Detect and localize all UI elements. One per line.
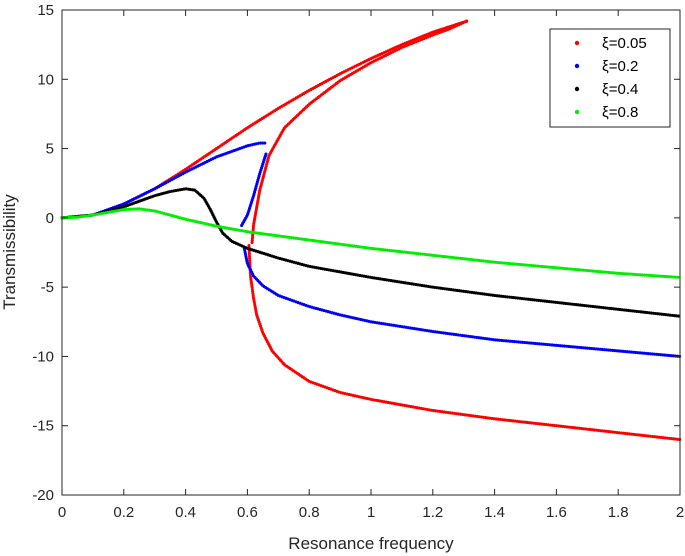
legend-item: ξ=0.05: [574, 35, 647, 52]
x-axis-title: Resonance frequency: [288, 534, 454, 553]
series-3: [60, 207, 680, 279]
x-tick-label: 0.8: [299, 504, 320, 521]
x-tick-label: 1: [367, 504, 375, 521]
data-point: [676, 314, 681, 318]
y-axis-ticks: 15 10 5 0 -5 -10 -15 -20: [32, 2, 680, 504]
series-0-branch-2: [247, 244, 682, 442]
legend: ξ=0.05 ξ=0.2 ξ=0.4 ξ=0.8: [549, 28, 671, 128]
legend-label: ξ=0.05: [602, 35, 647, 52]
x-axis-ticks: 0 0.2 0.4 0.6 0.8 1 1.2 1.4 1.6 1.8 2: [58, 10, 684, 521]
y-tick-label: 15: [37, 2, 54, 19]
series-3-branch-0: [60, 207, 680, 279]
legend-marker: [574, 86, 580, 92]
y-tick-label: 5: [46, 141, 54, 158]
data-point: [250, 241, 254, 245]
y-tick-label: -10: [32, 348, 54, 365]
data-point: [676, 275, 680, 279]
data-point: [240, 223, 244, 227]
y-tick-label: 0: [46, 210, 54, 227]
legend-item: ξ=0.2: [574, 58, 638, 75]
x-tick-label: 1.2: [422, 504, 443, 521]
x-tick-label: 1.8: [608, 504, 629, 521]
y-tick-label: -5: [41, 279, 54, 296]
y-axis-title: Transmissibility: [0, 194, 19, 310]
data-point: [263, 141, 267, 145]
legend-item: ξ=0.8: [574, 104, 638, 121]
x-tick-label: 2: [676, 504, 684, 521]
series-1-branch-1: [240, 152, 268, 227]
x-tick-label: 0: [58, 504, 66, 521]
legend-label: ξ=0.8: [602, 104, 638, 121]
y-tick-label: 10: [37, 71, 54, 88]
x-tick-label: 0.2: [113, 504, 134, 521]
x-tick-label: 0.6: [237, 504, 258, 521]
legend-marker: [574, 63, 580, 69]
legend-label: ξ=0.2: [602, 58, 638, 75]
legend-box: [549, 28, 671, 128]
legend-item: ξ=0.4: [574, 81, 638, 98]
legend-label: ξ=0.4: [602, 81, 638, 98]
x-tick-label: 0.4: [175, 504, 196, 521]
legend-marker: [574, 40, 580, 46]
series-1-branch-2: [242, 246, 682, 358]
x-tick-label: 1.4: [484, 504, 505, 521]
legend-marker: [574, 109, 580, 115]
x-tick-label: 1.6: [546, 504, 567, 521]
y-tick-label: -20: [32, 487, 54, 504]
series-0-branch-1: [250, 19, 469, 245]
data-marks: [60, 19, 682, 442]
y-tick-label: -15: [32, 418, 54, 435]
